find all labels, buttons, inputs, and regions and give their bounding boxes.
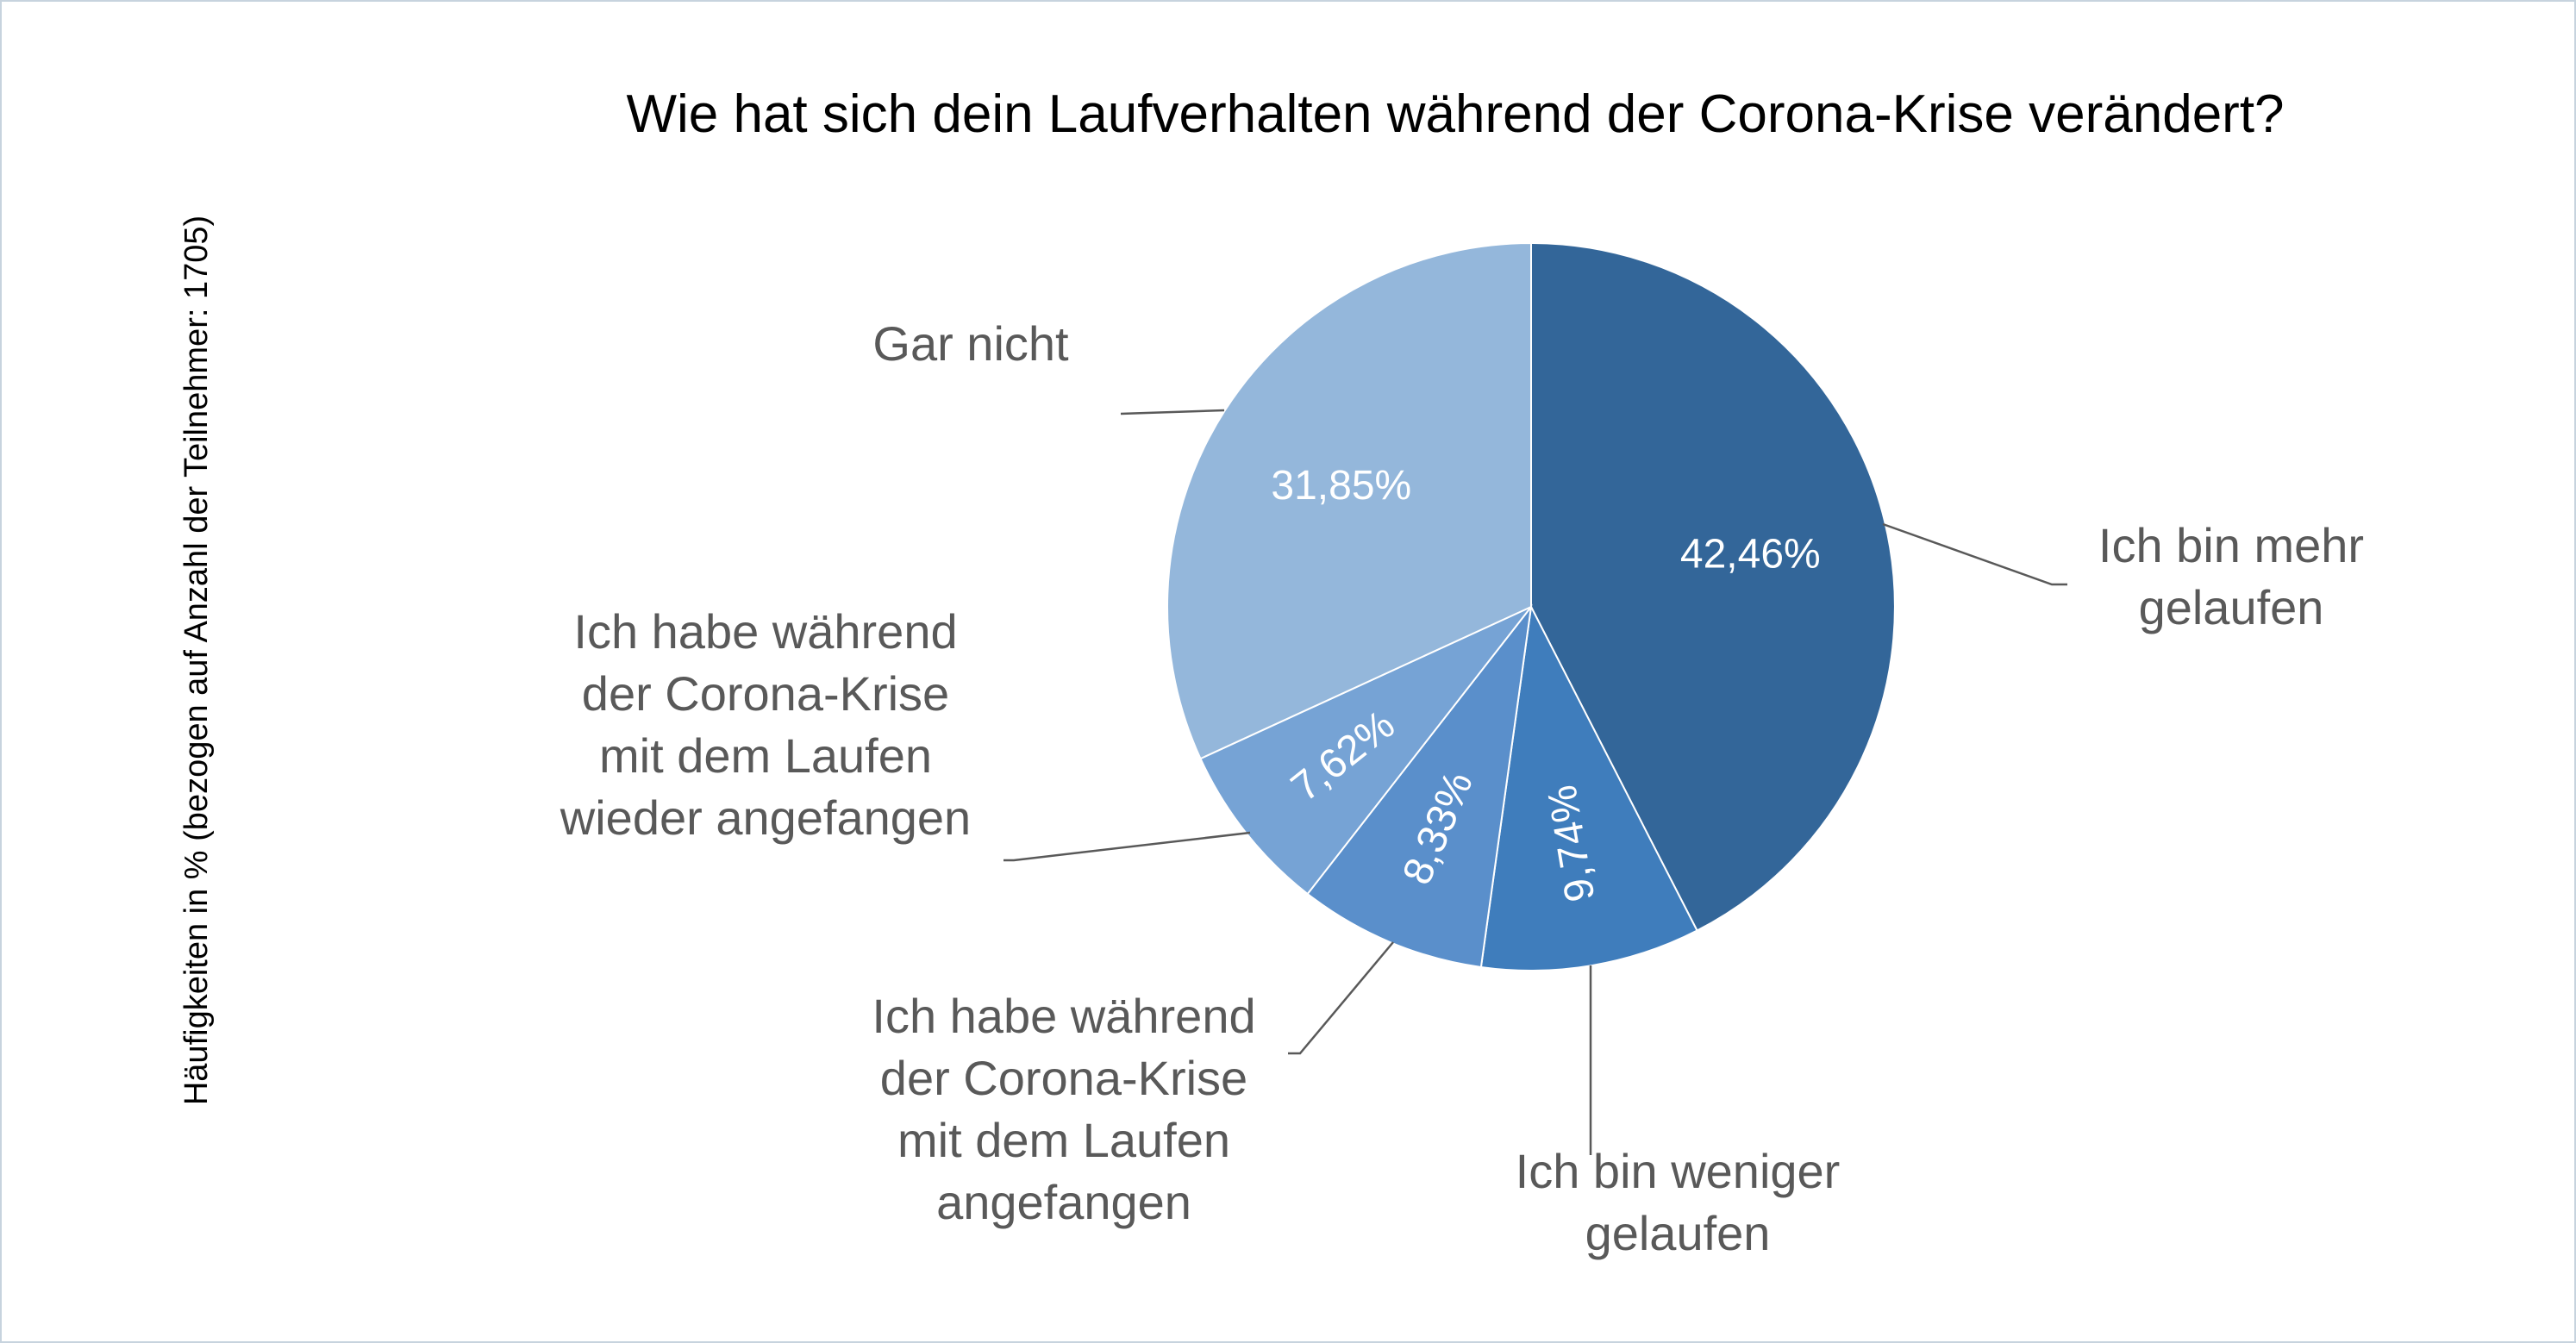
y-axis-label: Häufigkeiten in % (bezogen auf Anzahl de… (178, 216, 215, 1105)
leader-line (1120, 409, 1225, 415)
leader-line (1882, 522, 2067, 586)
leader-line (1288, 941, 1394, 1055)
slice-category-label: Ich bin mehr gelaufen (2098, 518, 2364, 634)
pie-slice (1479, 603, 1698, 971)
slice-category-label-line: der Corona-Krise (880, 1051, 1247, 1105)
slice-category-label: Ich habe während der Corona-Krise mit dem … (560, 604, 971, 845)
slice-category-label-line: der Corona-Krise (582, 666, 949, 721)
category-labels: Ich bin mehr gelaufen Ich bin weniger gelau… (560, 316, 2364, 1260)
slice-value-label: 31,85% (1271, 463, 1411, 509)
slice-category-label-line: angefangen (936, 1175, 1191, 1229)
pie-slice (1166, 241, 1532, 760)
leader-lines (1004, 409, 2067, 1155)
slice-value-label: 42,46% (1680, 532, 1821, 578)
slice-category-label-line: Ich habe während (573, 604, 957, 659)
slice-category-label-line: mit dem Laufen (897, 1113, 1230, 1167)
slice-category-label-line: Ich bin mehr (2098, 518, 2364, 572)
slice-category-label-line: wieder angefangen (560, 790, 971, 845)
slice-category-label: Gar nicht (872, 316, 1069, 371)
slice-category-label-line: mit dem Laufen (599, 728, 932, 783)
pie-slice (1306, 603, 1533, 969)
slice-category-label-line: gelaufen (2139, 580, 2324, 634)
slice-category-label-line: Ich bin weniger (1516, 1144, 1841, 1198)
slice-category-label: Ich habe während der Corona-Krise mit dem … (872, 989, 1255, 1229)
pie-slices (1166, 241, 1896, 971)
slice-category-label-line: gelaufen (1585, 1206, 1771, 1260)
chart-title: Wie hat sich dein Laufverhalten während … (626, 84, 2284, 144)
slice-category-label-line: Gar nicht (872, 316, 1069, 371)
slice-category-label: Ich bin weniger gelaufen (1516, 1144, 1841, 1260)
leader-line (1004, 831, 1251, 862)
pie-slice (1530, 241, 1896, 932)
slice-category-label-line: Ich habe während (872, 989, 1255, 1043)
